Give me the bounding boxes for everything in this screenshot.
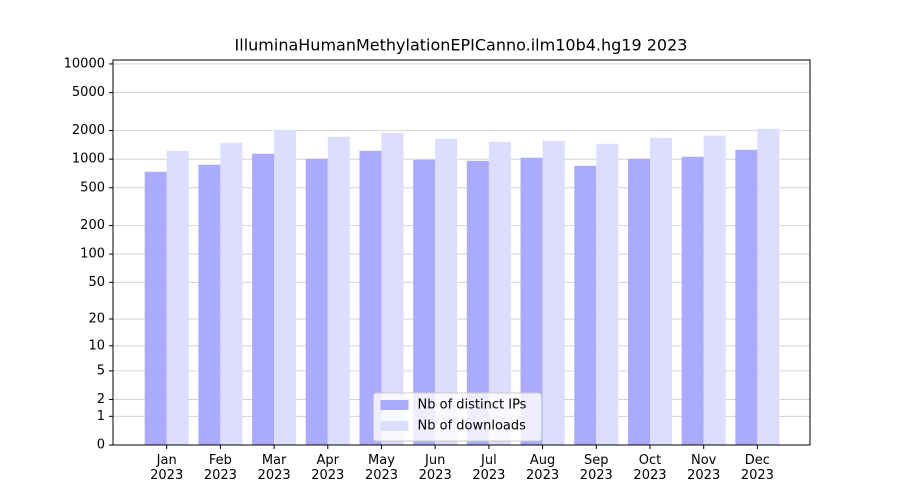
legend: Nb of distinct IPs Nb of downloads xyxy=(373,392,542,442)
bar xyxy=(649,137,672,445)
legend-swatch xyxy=(380,421,409,431)
bar xyxy=(252,153,275,446)
bar xyxy=(413,159,436,446)
bar xyxy=(359,150,382,445)
x-tick-label: Dec 2023 xyxy=(740,453,774,483)
y-tick-label: 500 xyxy=(80,180,105,195)
bar xyxy=(735,149,758,445)
y-tick-label: 10000 xyxy=(64,56,105,71)
x-tick-label: Oct 2023 xyxy=(633,453,667,483)
bar xyxy=(198,164,221,445)
bar xyxy=(488,141,511,445)
legend-swatch xyxy=(380,400,409,410)
bar xyxy=(574,165,597,445)
bar xyxy=(757,128,780,445)
y-tick-label: 1 xyxy=(97,409,105,424)
y-tick-label: 1000 xyxy=(72,152,105,167)
plot-frame xyxy=(112,59,811,446)
bar xyxy=(166,150,189,445)
bar xyxy=(220,142,243,445)
bar xyxy=(520,157,543,445)
bar xyxy=(542,140,565,446)
y-tick-label: 5000 xyxy=(72,85,105,100)
bar xyxy=(466,160,489,445)
x-tick-label: May 2023 xyxy=(364,453,399,483)
x-tick-label: Jun 2023 xyxy=(418,453,452,483)
x-tick-label: Apr 2023 xyxy=(311,453,345,483)
bar xyxy=(681,156,704,445)
x-tick-label: Nov 2023 xyxy=(687,453,721,483)
bar xyxy=(435,138,458,445)
y-tick-label: 5 xyxy=(97,363,105,378)
bar xyxy=(327,136,350,445)
bar xyxy=(305,158,328,445)
y-tick-label: 100 xyxy=(80,247,105,262)
chart-title: IlluminaHumanMethylationEPICanno.ilm10b4… xyxy=(235,36,688,55)
legend-box xyxy=(373,392,542,442)
y-tick-label: 2 xyxy=(97,392,105,407)
x-tick-label: Feb 2023 xyxy=(203,453,237,483)
y-tick-label: 0 xyxy=(97,438,105,453)
x-tick-label: Jan 2023 xyxy=(150,453,184,483)
legend-label: Nb of distinct IPs xyxy=(418,398,527,413)
y-tick-label: 20 xyxy=(88,312,105,327)
y-tick-label: 200 xyxy=(80,218,105,233)
bar xyxy=(274,129,297,445)
bar xyxy=(381,132,404,445)
y-tick-label: 10 xyxy=(88,338,105,353)
x-tick-label: Sep 2023 xyxy=(579,453,613,483)
y-tick-label: 50 xyxy=(88,275,105,290)
x-tick-label: Jul 2023 xyxy=(472,453,506,483)
y-tick-label: 2000 xyxy=(72,123,105,138)
x-tick-label: Mar 2023 xyxy=(257,453,291,483)
legend-label: Nb of downloads xyxy=(418,419,527,434)
bar xyxy=(703,135,726,446)
x-tick-label: Aug 2023 xyxy=(526,453,560,483)
bar xyxy=(144,171,167,445)
bar xyxy=(596,143,619,445)
bar xyxy=(627,158,650,445)
